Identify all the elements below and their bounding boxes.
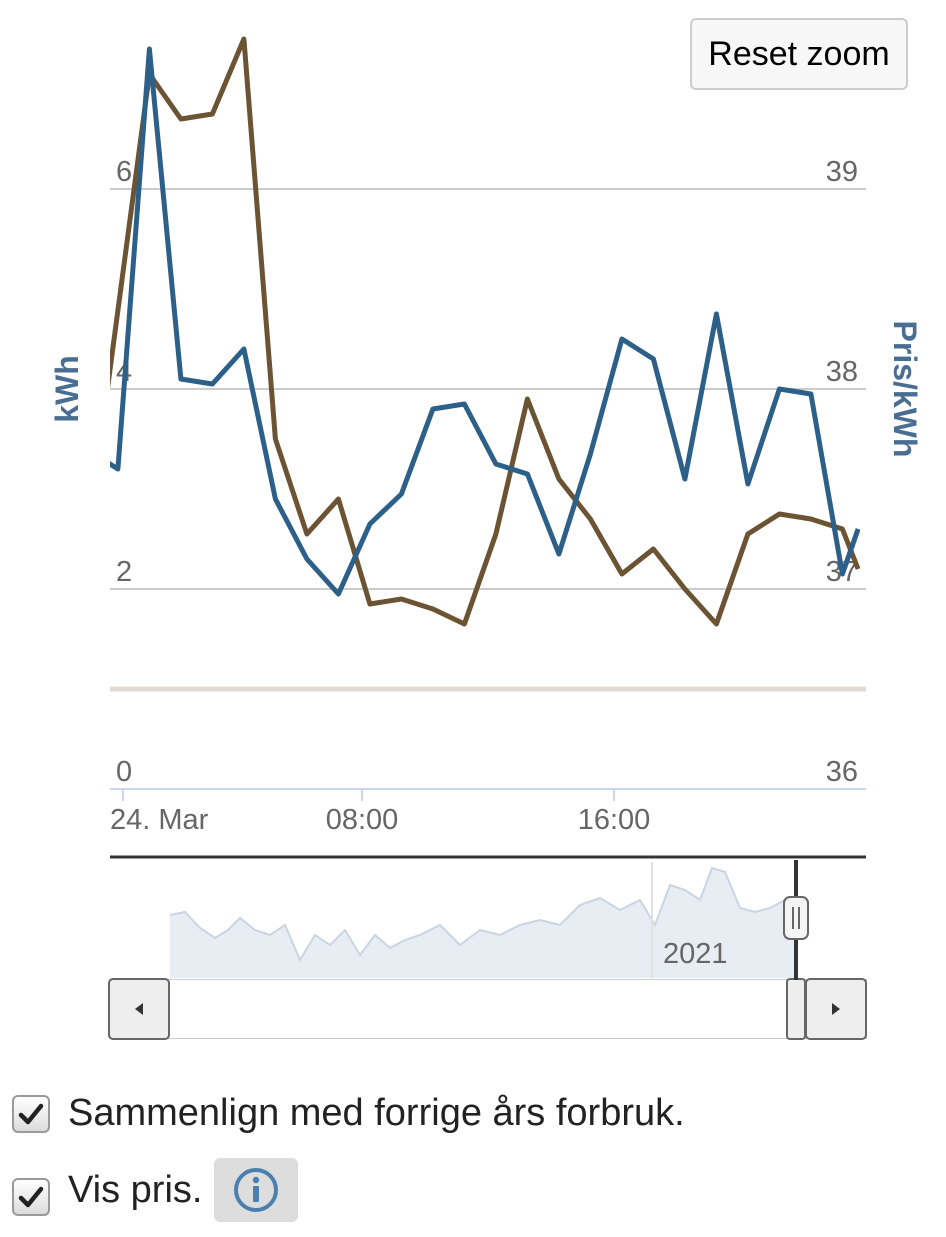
left-tick-label: 2 — [116, 556, 132, 588]
x-tick-label: 16:00 — [578, 804, 651, 836]
scrollbar-right-handle[interactable] — [786, 978, 806, 1040]
arrow-left-icon — [135, 1003, 143, 1015]
right-tick-label: 39 — [826, 156, 858, 188]
compare-checkbox[interactable] — [12, 1094, 50, 1133]
show-price-checkbox[interactable] — [12, 1178, 50, 1216]
left-tick-label: 0 — [116, 756, 132, 788]
grip-icon — [792, 907, 800, 929]
series-line-previous_year — [110, 36, 861, 627]
right-tick-label: 36 — [826, 756, 858, 788]
show-price-label: Vis pris. — [68, 1168, 203, 1211]
x-tick-label: 08:00 — [326, 804, 399, 836]
option-compare-previous-year: Sammenlign med forrige års forbruk. — [12, 1092, 685, 1135]
checkmark-icon — [18, 1186, 44, 1208]
left-tick-label: 6 — [116, 156, 132, 188]
reset-zoom-button[interactable]: Reset zoom — [690, 18, 908, 90]
x-tick-label: 24. Mar — [110, 804, 209, 836]
scrollbar-track-thumb[interactable] — [168, 980, 790, 1038]
scroll-right-button[interactable] — [805, 978, 867, 1040]
gridlines — [110, 188, 866, 790]
navigator-scrollbar[interactable] — [109, 979, 867, 1039]
navigator-right-handle[interactable] — [783, 896, 809, 940]
price-info-button[interactable] — [214, 1158, 299, 1222]
arrow-right-icon — [832, 1003, 840, 1015]
right-axis-title: Pris/kWh — [887, 321, 923, 458]
option-show-price: Vis pris. — [12, 1158, 299, 1222]
scroll-left-button[interactable] — [108, 978, 170, 1040]
right-tick-label: 38 — [826, 356, 858, 388]
series-line-current — [110, 46, 861, 597]
navigator-series — [169, 862, 796, 978]
info-icon — [234, 1168, 279, 1212]
compare-label: Sammenlign med forrige års forbruk. — [68, 1092, 685, 1134]
x-axis: 24. Mar 08:00 16:00 — [110, 789, 650, 836]
navigator-year-label: 2021 — [663, 938, 728, 970]
series-layer — [110, 36, 861, 627]
left-axis-title: kWh — [49, 355, 85, 423]
checkmark-icon — [18, 1103, 44, 1124]
